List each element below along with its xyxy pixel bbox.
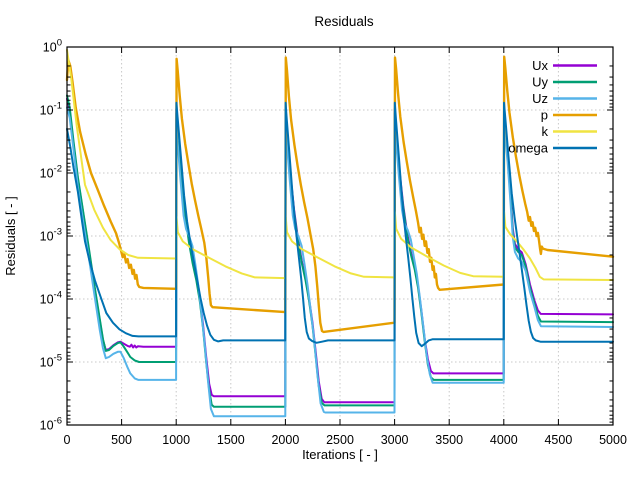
x-tick-label: 4500 [544,433,572,447]
plot-border [66,46,614,426]
legend-Ux-label: Ux [532,58,548,73]
axis-layer: 0 500 1000 1500 2000 2500 3000 3500 4000 4500 5000… [40,38,627,448]
x-tick-label: 3000 [381,433,409,447]
legend-Uy-label: Uy [532,75,548,90]
legend-omega-label: omega [508,141,549,156]
series-k-line [66,48,614,281]
series-omega-line [66,101,614,348]
chart-title: Residuals [314,14,374,29]
x-tick-label: 2000 [271,433,299,447]
x-tick-label: 1000 [162,433,190,447]
y-tick-label: 10-6 [40,416,62,433]
legend-Uz-label: Uz [532,91,548,106]
grid-layer [67,47,613,425]
legend-p-label: p [541,108,548,123]
legend-k-label: k [542,124,549,139]
x-tick-label: 4000 [490,433,518,447]
x-tick-label: 1500 [217,433,245,447]
x-axis-label: Iterations [ - ] [302,447,378,462]
y-axis-label: Residuals [ - ] [3,196,18,275]
y-tick-label: 10-4 [40,290,62,307]
x-tick-label: 500 [111,433,132,447]
x-tick-label: 0 [64,433,71,447]
y-tick-label: 10-5 [40,353,62,370]
y-tick-label: 10-3 [40,227,62,244]
x-tick-label: 5000 [599,433,627,447]
series-layer [65,48,615,418]
y-tick-label: 10-1 [40,101,62,118]
y-tick-label: 10-2 [40,164,62,181]
series-p-line [65,55,615,334]
x-tick-label: 2500 [326,433,354,447]
x-tick-label: 3500 [435,433,463,447]
y-tick-label: 100 [43,38,62,55]
